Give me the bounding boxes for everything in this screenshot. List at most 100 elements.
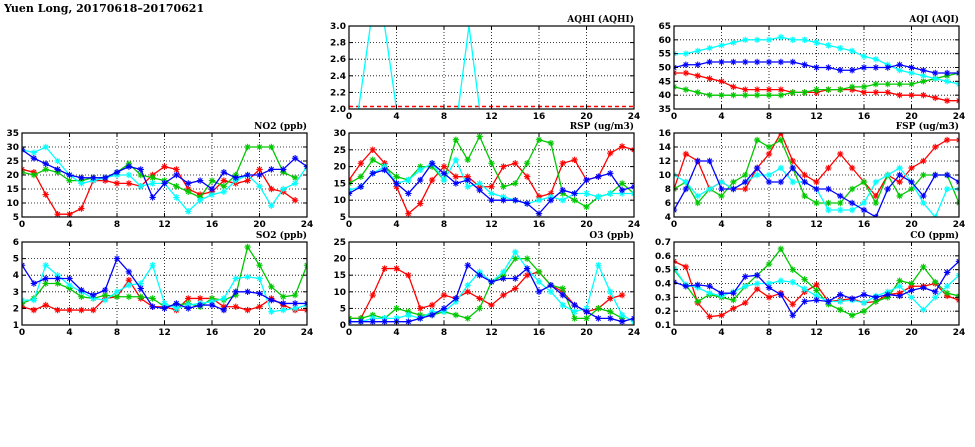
data-point (185, 295, 192, 302)
data-point (244, 177, 251, 184)
data-point (813, 185, 820, 193)
y-tick-label: 4 (665, 213, 671, 223)
data-point (813, 39, 820, 46)
data-point (280, 166, 287, 173)
data-point (369, 291, 376, 299)
data-point (464, 281, 471, 289)
data-point (244, 171, 251, 179)
data-point (943, 78, 951, 85)
y-tick-label: 50 (658, 64, 671, 74)
data-point (417, 305, 424, 312)
data-point (488, 301, 495, 309)
data-point (393, 180, 400, 187)
data-point (932, 69, 939, 77)
data-point (523, 255, 531, 262)
data-point (848, 312, 856, 319)
data-point (583, 176, 590, 184)
data-point (268, 143, 275, 151)
data-point (896, 178, 903, 186)
data-point (30, 306, 38, 314)
data-point (595, 173, 602, 180)
data-point (149, 180, 156, 187)
data-point (232, 303, 239, 310)
data-point (220, 188, 228, 195)
data-point (381, 318, 388, 325)
data-point (908, 294, 915, 301)
data-point (765, 91, 773, 99)
data-point (357, 173, 365, 180)
data-point (268, 185, 275, 193)
data-point (30, 296, 38, 304)
data-point (896, 171, 903, 179)
y-tick-label: 5 (13, 255, 19, 265)
data-point (595, 193, 602, 201)
data-point (674, 69, 678, 77)
data-point (220, 183, 228, 190)
data-point (801, 89, 808, 96)
data-point (706, 58, 713, 66)
data-point (535, 136, 543, 143)
series-4 (22, 146, 307, 201)
data-point (848, 83, 856, 91)
x-tick-label: 4 (393, 220, 399, 230)
data-point (113, 169, 121, 176)
data-point (291, 155, 299, 162)
data-point (908, 280, 915, 287)
x-tick-label: 4 (66, 328, 72, 338)
data-point (813, 287, 820, 294)
data-point (220, 177, 228, 184)
data-point (512, 160, 519, 167)
data-point (825, 86, 832, 93)
y-tick-label: 6 (665, 199, 671, 209)
data-point (920, 91, 927, 99)
data-point (765, 294, 773, 301)
data-point (268, 202, 275, 209)
data-point (943, 97, 951, 104)
data-point (476, 272, 483, 279)
data-point (718, 185, 725, 193)
data-point (349, 190, 353, 197)
data-point (837, 206, 844, 214)
x-tick-label: 4 (66, 220, 72, 230)
data-point (813, 86, 820, 93)
y-tick-label: 2.8 (330, 39, 346, 49)
data-point (464, 288, 471, 295)
y-tick-label: 8 (665, 185, 671, 195)
data-point (78, 286, 85, 294)
data-point (369, 156, 376, 164)
y-tick-label: 10 (333, 288, 346, 298)
chart-title: FSP (ug/m3) (896, 121, 959, 132)
data-point (30, 171, 38, 179)
data-point (161, 163, 168, 170)
data-point (500, 183, 507, 190)
data-point (208, 301, 216, 309)
chart-aqi: AQI (AQI) 0 4 8 12 16 20 24 35 40 45 50 55 60 65 (658, 14, 965, 122)
data-point (137, 280, 144, 287)
data-point (559, 197, 566, 204)
data-point (955, 80, 959, 88)
data-point (908, 164, 915, 172)
data-point (932, 75, 939, 82)
data-point (630, 315, 634, 322)
data-point (730, 91, 737, 99)
data-point (837, 150, 844, 158)
data-point (789, 278, 796, 286)
data-point (66, 177, 73, 184)
x-tick-label: 16 (533, 328, 546, 338)
data-point (801, 36, 808, 44)
data-point (113, 288, 121, 295)
y-tick-label: 15 (6, 185, 19, 195)
x-tick-label: 4 (718, 328, 724, 338)
data-point (196, 177, 204, 184)
x-tick-label: 0 (671, 328, 677, 338)
data-point (694, 72, 701, 79)
data-point (571, 308, 578, 315)
data-point (718, 78, 725, 85)
data-point (101, 296, 109, 304)
y-tick-label: 40 (658, 91, 671, 101)
chart-o3: O3 (ppb) 0 4 8 12 16 20 24 0 5 10 15 20 25 (333, 230, 640, 338)
data-point (417, 200, 424, 207)
data-point (547, 281, 555, 289)
data-point (682, 263, 690, 271)
